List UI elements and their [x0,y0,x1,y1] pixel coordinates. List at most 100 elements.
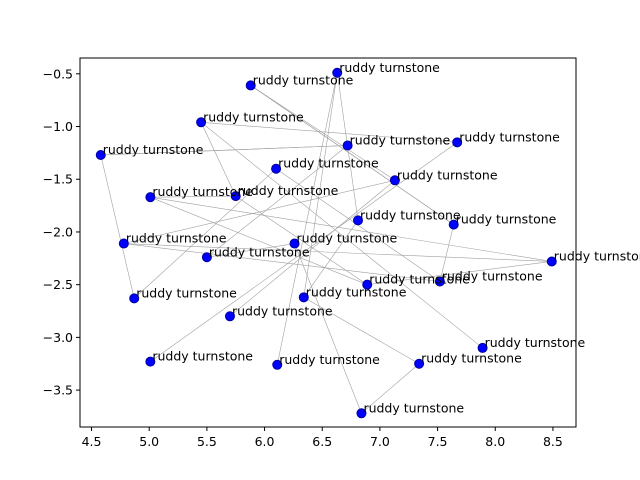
edge-line [235,195,368,285]
data-point [145,356,156,367]
edge-line [250,85,396,181]
point-label: ruddy turnstone [136,285,237,300]
data-point [362,279,373,290]
data-point [546,256,557,267]
data-point [196,117,207,128]
edge-line [206,243,295,258]
edge-line [123,243,552,262]
x-tick-label: 6.0 [255,434,275,449]
edge-line [303,220,359,298]
x-tick-label: 7.0 [370,434,390,449]
data-point [224,311,235,322]
y-tick-label: −0.5 [43,66,73,81]
edge-line [206,145,348,258]
data-point [414,358,425,369]
point-label: ruddy turnstone [209,244,310,259]
x-tick-label: 8.5 [543,434,563,449]
point-label: ruddy turnstone [306,284,407,299]
x-axis: 4.5 5.0 5.5 6.0 6.5 7.0 7.5 8.0 8.5 [82,427,563,449]
edge-line [150,196,368,285]
edge-line [294,243,362,414]
x-tick-label: 5.0 [139,434,159,449]
point-label: ruddy turnstone [369,272,470,287]
data-point [448,219,459,230]
point-label: ruddy turnstone [232,303,333,318]
y-tick-label: −2.5 [43,277,73,292]
point-label: ruddy turnstone [152,349,253,364]
data-point [298,292,309,303]
point-label: ruddy turnstone [103,142,204,157]
y-tick-label: −1.0 [43,119,73,134]
point-label: ruddy turnstone [238,183,339,198]
data-point [352,215,363,226]
data-point [356,408,367,419]
edge-line [123,243,440,282]
point-label: ruddy turnstone [442,269,543,284]
x-tick-label: 8.0 [485,434,505,449]
point-label: ruddy turnstone [279,352,380,367]
point-label: ruddy turnstone [456,212,557,227]
data-point [434,276,445,287]
point-layer [95,67,557,419]
edge-line [134,168,277,299]
data-point [145,192,156,203]
point-label: ruddy turnstone [126,231,227,246]
x-tick-label: 7.5 [428,434,448,449]
data-point [95,149,106,160]
edge-line [303,72,338,298]
data-point [201,252,212,263]
point-label: ruddy turnstone [350,133,451,148]
edge-line [367,261,552,285]
x-tick-label: 6.5 [312,434,332,449]
data-point [289,238,300,249]
x-tick-label: 4.5 [82,434,102,449]
edge-line [200,122,483,349]
data-point [342,140,353,151]
edge-line [150,142,458,362]
y-tick-label: −2.0 [43,224,73,239]
edge-line [201,122,458,143]
x-tick-label: 5.5 [197,434,217,449]
point-label: ruddy turnstone [203,109,304,124]
point-label: ruddy turnstone [360,207,461,222]
point-label: ruddy turnstone [459,129,560,144]
point-label: ruddy turnstone [363,400,464,415]
edge-line [200,122,236,197]
point-label: ruddy turnstone [278,156,379,171]
edge-line [439,224,455,282]
data-point [129,293,140,304]
point-label: ruddy turnstone [421,351,522,366]
data-point [477,342,488,353]
edge-line [100,145,348,156]
point-label: ruddy turnstone [339,60,440,75]
data-point [118,238,129,249]
edge-line [361,363,420,414]
edge-line [150,196,552,262]
data-point [272,359,283,370]
data-point [389,175,400,186]
point-label: ruddy turnstone [152,184,253,199]
point-label: ruddy turnstone [253,72,354,87]
data-point [271,163,282,174]
data-point [452,137,463,148]
y-tick-label: −3.5 [43,383,73,398]
point-label: ruddy turnstone [554,248,640,263]
data-point [245,80,256,91]
edge-line [100,154,135,299]
plot-frame [79,57,577,428]
point-label: ruddy turnstone [397,167,498,182]
edge-line [276,72,338,365]
edge-line [303,297,420,365]
y-tick-label: −3.0 [43,330,73,345]
edge-line [150,195,236,198]
y-tick-label: −1.5 [43,172,73,187]
edge-line [229,180,396,317]
point-label: ruddy turnstone [485,335,586,350]
data-point [332,67,343,78]
point-label: ruddy turnstone [297,231,398,246]
edge-line [250,85,454,225]
y-axis: −0.5 −1.0 −1.5 −2.0 −2.5 −3.0 −3.5 [43,66,80,398]
data-point [230,191,241,202]
